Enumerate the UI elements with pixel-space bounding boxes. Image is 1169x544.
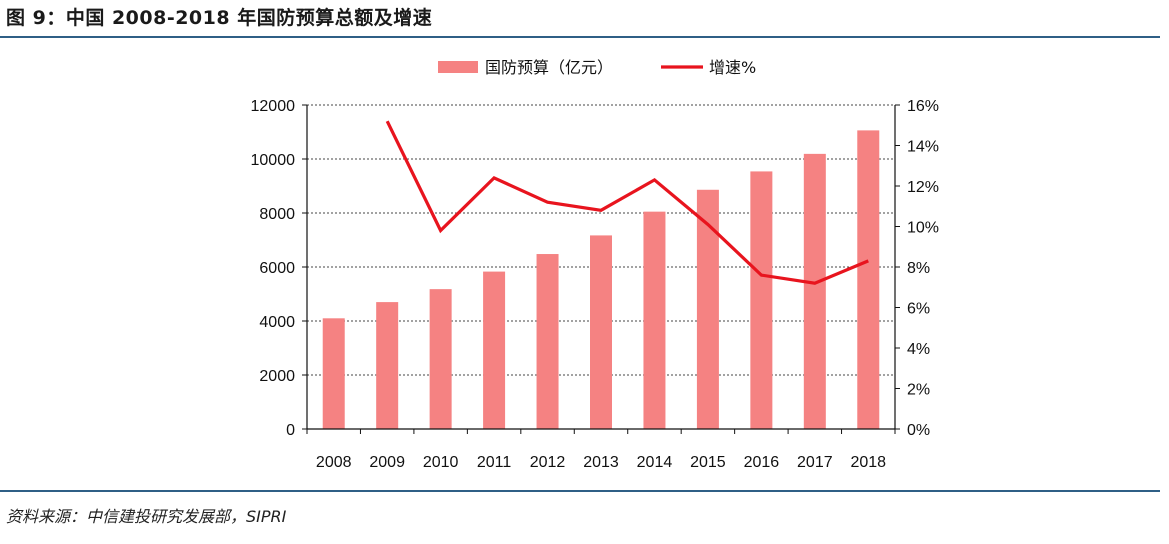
- right-tick-label: 8%: [907, 260, 930, 277]
- left-tick-label: 10000: [251, 152, 296, 169]
- left-tick-label: 2000: [259, 368, 295, 385]
- bar: [643, 211, 666, 429]
- left-tick-label: 6000: [259, 260, 295, 277]
- left-tick-label: 4000: [259, 314, 295, 331]
- x-tick-label: 2016: [744, 454, 780, 471]
- title-divider: [0, 36, 1160, 38]
- x-tick-label: 2013: [583, 454, 619, 471]
- axes: [302, 104, 900, 434]
- bar: [536, 254, 559, 429]
- left-tick-label: 8000: [259, 206, 295, 223]
- x-tick-label: 2010: [423, 454, 459, 471]
- x-tick-label: 2017: [797, 454, 833, 471]
- legend-swatch-budget: [438, 61, 478, 73]
- x-tick-label: 2015: [690, 454, 726, 471]
- bar: [857, 130, 880, 429]
- figure-title: 图 9：中国 2008-2018 年国防预算总额及增速: [6, 7, 433, 29]
- x-tick-label: 2018: [850, 454, 886, 471]
- source-note: 资料来源：中信建投研究发展部，SIPRI: [6, 507, 287, 526]
- legend-label-growth: 增速%: [709, 58, 756, 77]
- right-axis-ticks: 0% 2% 4% 6% 8% 10% 12% 14% 16%: [907, 98, 939, 439]
- right-tick-label: 0%: [907, 422, 930, 439]
- right-tick-label: 10%: [907, 220, 939, 237]
- bar: [429, 289, 452, 429]
- bar: [376, 302, 399, 429]
- x-tick-label: 2009: [369, 454, 405, 471]
- source-divider: [0, 490, 1160, 492]
- right-tick-label: 2%: [907, 382, 930, 399]
- left-tick-label: 0: [286, 422, 295, 439]
- x-axis-ticks: 2008 2009 2010 2011 2012 2013 2014 2015 2016 2017…: [316, 454, 886, 471]
- bar-series: [322, 130, 880, 430]
- bar: [696, 189, 719, 429]
- legend: 国防预算（亿元） 增速%: [438, 58, 756, 77]
- x-tick-label: 2012: [530, 454, 566, 471]
- x-tick-label: 2011: [477, 454, 512, 471]
- bar: [483, 271, 506, 429]
- right-tick-label: 6%: [907, 301, 930, 318]
- x-tick-label: 2014: [637, 454, 673, 471]
- left-tick-label: 12000: [251, 98, 296, 115]
- right-tick-label: 12%: [907, 179, 939, 196]
- right-tick-label: 16%: [907, 98, 939, 115]
- legend-label-budget: 国防预算（亿元）: [485, 58, 613, 77]
- bar: [322, 318, 345, 429]
- bar: [803, 153, 826, 429]
- bar: [750, 171, 773, 430]
- growth-line: [385, 120, 869, 285]
- left-axis-ticks: 0 2000 4000 6000 8000 10000 12000: [251, 98, 296, 439]
- x-tick-label: 2008: [316, 454, 352, 471]
- line-series: [385, 120, 869, 285]
- right-tick-label: 4%: [907, 341, 930, 358]
- right-tick-label: 14%: [907, 139, 939, 156]
- bar: [590, 235, 612, 429]
